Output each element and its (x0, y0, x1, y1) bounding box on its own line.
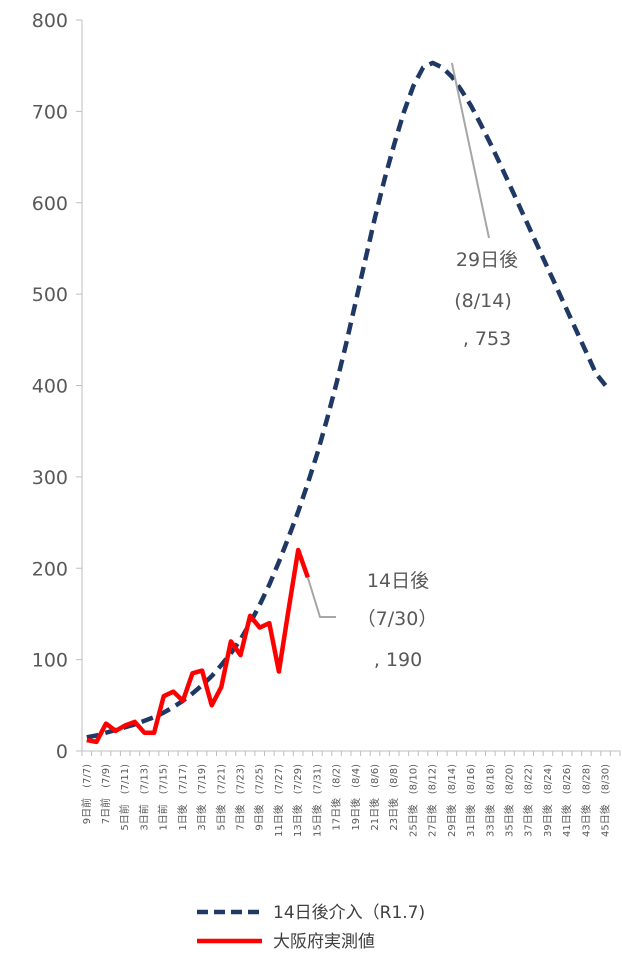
x-tick-label: 9日前 (7/7) (80, 764, 93, 824)
y-axis: 0 100 200 300 400 500 600 700 800 (32, 10, 83, 763)
x-tick-label: 11日後 (7/27) (272, 764, 285, 837)
annotation-intervention-line-3: , 190 (374, 649, 422, 671)
x-axis: 9日前 (7/7) 7日前 (7/9) 5日前 (7/11) 3日前 (7/13) 1日… (80, 750, 621, 837)
y-tick-label: 400 (32, 376, 68, 398)
x-tick-label: 33日後 (8/18) (483, 764, 496, 837)
x-tick-label: 17日後 (8/2) (330, 764, 343, 831)
annotation-intervention-line-2: （7/30） (357, 608, 438, 630)
x-tick-label: 19日後 (8/4) (349, 764, 362, 831)
x-tick-label: 39日後 (8/24) (541, 764, 554, 837)
x-tick-label: 5日後 (7/21) (214, 764, 227, 831)
y-tick-label: 500 (32, 284, 68, 306)
x-tick-label: 9日後 (7/25) (253, 764, 266, 831)
annotation-intervention-line-1: 14日後 (367, 570, 429, 592)
x-tick-label: 31日後 (8/16) (464, 764, 477, 837)
annotation-leader-peak (450, 62, 490, 239)
x-tick-label: 5日前 (7/11) (118, 764, 131, 831)
annotation-peak-line-2: (8/14) (454, 290, 512, 312)
x-tick-label: 1日前 (7/15) (157, 764, 170, 831)
y-tick-label: 0 (56, 741, 68, 763)
x-tick-label: 23日後 (8/8) (387, 764, 400, 831)
series-layer (86, 60, 608, 745)
y-tick-label: 100 (32, 650, 68, 672)
annotation-peak-line-3: , 753 (463, 328, 511, 350)
legend-label-intervention: 14日後介入（R1.7) (273, 903, 425, 923)
x-tick-label: 27日後 (8/12) (426, 764, 439, 837)
x-tick-label: 37日後 (8/22) (522, 764, 535, 837)
x-tick-label: 21日後 (8/6) (368, 764, 381, 831)
x-tick-label: 13日後 (7/29) (291, 764, 304, 837)
series-line-intervention (86, 60, 608, 740)
annotation-peak-line-1: 29日後 (456, 249, 518, 271)
x-tick-label: 25日後 (8/10) (406, 764, 419, 837)
x-tick-label: 1日後 (7/17) (176, 764, 189, 831)
y-tick-label: 600 (32, 193, 68, 215)
x-tick-label: 7日前 (7/9) (99, 764, 112, 824)
series-line-observed (86, 547, 310, 745)
x-tick-label: 45日後 (8/30) (599, 764, 612, 837)
y-tick-label: 200 (32, 558, 68, 580)
x-tick-label: 35日後 (8/20) (503, 764, 516, 837)
x-tick-label: 41日後 (8/26) (560, 764, 573, 837)
x-tick-label: 43日後 (8/28) (579, 764, 592, 837)
x-tick-label: 3日後 (7/19) (195, 764, 208, 831)
y-tick-label: 700 (32, 101, 68, 123)
legend: 14日後介入（R1.7) 大阪府実測値 (197, 903, 425, 952)
annotation-layer: 29日後 (8/14) , 753 14日後 （7/30） , 190 (306, 62, 518, 671)
y-tick-label: 300 (32, 467, 68, 489)
x-tick-label: 29日後 (8/14) (445, 764, 458, 837)
annotation-leader-intervention (306, 577, 336, 618)
y-tick-label: 800 (32, 10, 68, 32)
x-tick-label: 3日前 (7/13) (137, 764, 150, 831)
x-tick-label: 7日後 (7/23) (234, 764, 247, 831)
legend-label-observed: 大阪府実測値 (273, 932, 375, 952)
x-tick-label: 15日後 (7/31) (310, 764, 323, 837)
